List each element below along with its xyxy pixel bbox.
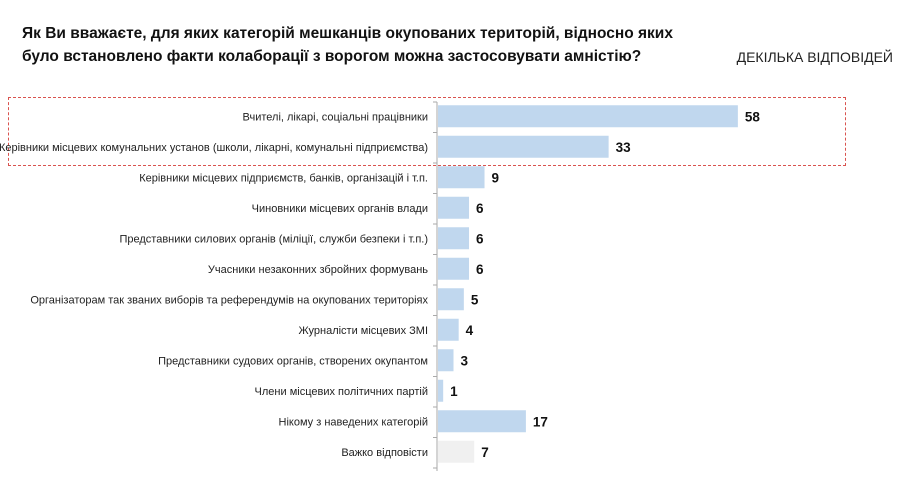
bar bbox=[438, 257, 470, 280]
highlight-box bbox=[8, 97, 846, 166]
data-label: 4 bbox=[466, 323, 474, 338]
category-label: Журналісти місцевих ЗМІ bbox=[298, 325, 428, 337]
category-label: Представники силових органів (міліції, с… bbox=[119, 233, 428, 245]
category-label: Важко відповісти bbox=[341, 447, 428, 459]
category-label: Представники судових органів, створених … bbox=[158, 355, 428, 367]
multiple-answers-note: ДЕКІЛЬКА ВІДПОВІДЕЙ bbox=[736, 49, 893, 65]
data-label: 33 bbox=[616, 140, 632, 155]
bar bbox=[438, 196, 470, 219]
category-label: Нікому з наведених категорій bbox=[279, 416, 428, 428]
bar bbox=[438, 288, 464, 311]
bar bbox=[438, 410, 526, 433]
category-label: Учасники незаконних збройних формувань bbox=[208, 264, 428, 276]
category-label: Вчителі, лікарі, соціальні працівники bbox=[243, 111, 428, 123]
data-label: 5 bbox=[471, 292, 479, 307]
bar bbox=[438, 227, 470, 250]
data-label: 7 bbox=[481, 445, 489, 460]
bar bbox=[438, 135, 609, 158]
bar bbox=[438, 440, 475, 463]
data-label: 6 bbox=[476, 201, 484, 216]
bar bbox=[438, 105, 738, 128]
category-label: Чиновники місцевих органів влади bbox=[252, 203, 428, 215]
bar bbox=[438, 379, 444, 402]
data-label: 58 bbox=[745, 109, 761, 124]
category-label: Організаторам так званих виборів та рефе… bbox=[30, 294, 428, 306]
data-label: 9 bbox=[492, 170, 500, 185]
category-label: Члени місцевих політичних партій bbox=[255, 386, 428, 398]
data-label: 6 bbox=[476, 231, 484, 246]
bar bbox=[438, 349, 454, 372]
category-label: Керівники місцевих підприємств, банків, … bbox=[139, 172, 428, 184]
data-label: 3 bbox=[461, 353, 469, 368]
chart-title: Як Ви вважаєте, для яких категорій мешка… bbox=[22, 25, 673, 65]
bar bbox=[438, 318, 459, 341]
category-label: Керівники місцевих комунальних установ (… bbox=[0, 142, 428, 154]
data-label: 1 bbox=[450, 384, 458, 399]
data-label: 17 bbox=[533, 414, 548, 429]
bar bbox=[438, 166, 485, 189]
data-label: 6 bbox=[476, 262, 484, 277]
